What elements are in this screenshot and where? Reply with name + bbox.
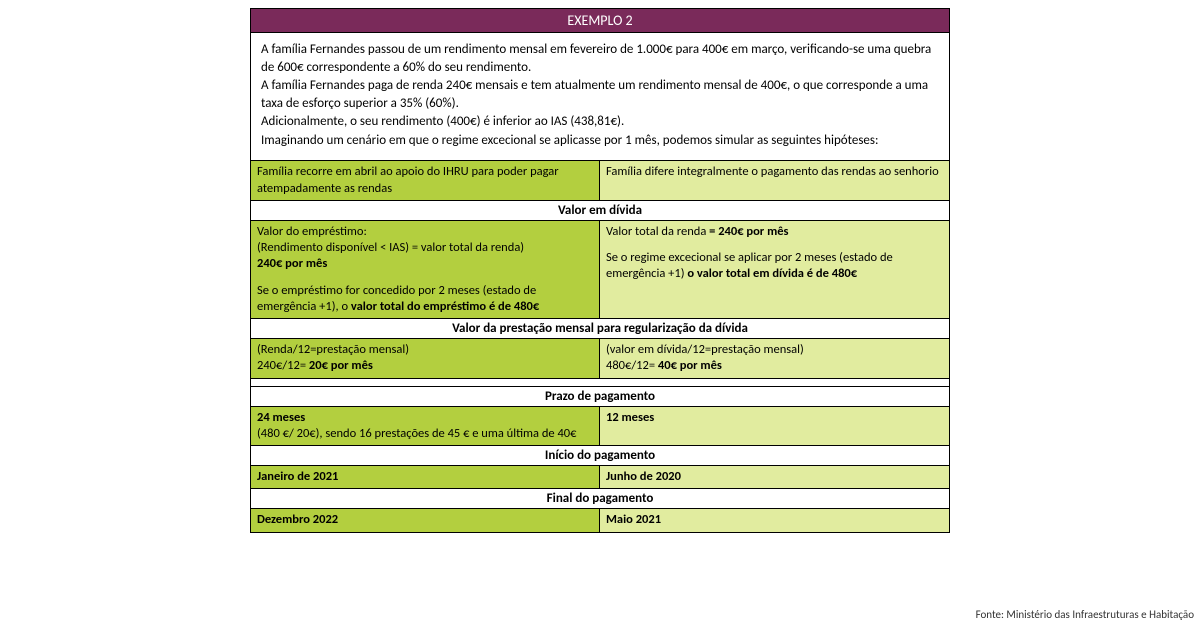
spacer	[257, 273, 593, 283]
scenario-row: Família recorre em abril ao apoio do IHR…	[251, 161, 949, 201]
installment-left-b1: 240€/12=	[257, 358, 309, 373]
example-table: EXEMPLO 2 A família Fernandes passou de …	[250, 8, 950, 533]
installment-left: (Renda/12=prestação mensal) 240€/12= 20€…	[251, 339, 600, 378]
installment-left-a: (Renda/12=prestação mensal)	[257, 342, 593, 358]
debt-right: Valor total da renda = 240€ por mês Se o…	[600, 221, 949, 318]
gap-1	[251, 379, 949, 387]
debt-left-l3: 240€ por mês	[257, 256, 593, 272]
end-right: Maio 2021	[600, 509, 949, 531]
source-text: Fonte: Ministério das Infraestruturas e …	[976, 608, 1194, 621]
start-row: Janeiro de 2021 Junho de 2020	[251, 466, 949, 489]
end-row: Dezembro 2022 Maio 2021	[251, 509, 949, 531]
debt-left-l4: Se o empréstimo for concedido por 2 mese…	[257, 283, 593, 316]
spacer	[606, 240, 943, 250]
start-left: Janeiro de 2021	[251, 466, 600, 488]
debt-right-l2b: o valor total em dívida é de 480€	[687, 266, 857, 281]
start-right: Junho de 2020	[600, 466, 949, 488]
debt-left-l1: Valor do empréstimo:	[257, 224, 593, 240]
term-right-a: 12 meses	[606, 410, 943, 426]
installment-left-b: 240€/12= 20€ por mês	[257, 358, 593, 374]
debt-left-l2: (Rendimento disponível < IAS) = valor to…	[257, 240, 593, 256]
section-term: Prazo de pagamento	[251, 387, 949, 407]
end-left: Dezembro 2022	[251, 509, 600, 531]
term-row: 24 meses (480 €/ 20€), sendo 16 prestaçõ…	[251, 407, 949, 447]
debt-left-l4b: valor total do empréstimo é de 480€	[351, 299, 539, 314]
section-end: Final do pagamento	[251, 489, 949, 509]
scenario-right: Família difere integralmente o pagamento…	[600, 161, 949, 200]
term-left-a: 24 meses	[257, 410, 593, 426]
intro-text: A família Fernandes passou de um rendime…	[251, 33, 949, 161]
term-right: 12 meses	[600, 407, 949, 446]
section-start: Início do pagamento	[251, 446, 949, 466]
term-left-b: (480 €/ 20€), sendo 16 prestações de 45 …	[257, 426, 593, 442]
debt-row: Valor do empréstimo: (Rendimento disponí…	[251, 221, 949, 319]
term-left: 24 meses (480 €/ 20€), sendo 16 prestaçõ…	[251, 407, 600, 446]
intro-p3: Adicionalmente, o seu rendimento (400€) …	[261, 113, 939, 131]
installment-right-b1: 480€/12=	[606, 358, 658, 373]
installment-right: (valor em dívida/12=prestação mensal) 48…	[600, 339, 949, 378]
installment-right-a: (valor em dívida/12=prestação mensal)	[606, 342, 943, 358]
intro-p4: Imaginando um cenário em que o regime ex…	[261, 132, 939, 150]
installment-right-b2: 40€ por mês	[658, 358, 722, 373]
debt-right-l1b: = 240€ por mês	[709, 224, 788, 239]
debt-left: Valor do empréstimo: (Rendimento disponí…	[251, 221, 600, 318]
debt-right-l1: Valor total da renda = 240€ por mês	[606, 224, 943, 240]
scenario-left: Família recorre em abril ao apoio do IHR…	[251, 161, 600, 200]
installment-row: (Renda/12=prestação mensal) 240€/12= 20€…	[251, 339, 949, 379]
installment-left-b2: 20€ por mês	[309, 358, 373, 373]
debt-right-l1a: Valor total da renda	[606, 224, 709, 239]
section-debt: Valor em dívida	[251, 201, 949, 221]
example-header: EXEMPLO 2	[251, 9, 949, 33]
installment-right-b: 480€/12= 40€ por mês	[606, 358, 943, 374]
section-installment: Valor da prestação mensal para regulariz…	[251, 319, 949, 339]
debt-right-l2: Se o regime excecional se aplicar por 2 …	[606, 250, 943, 283]
intro-p2: A família Fernandes paga de renda 240€ m…	[261, 77, 939, 112]
intro-p1: A família Fernandes passou de um rendime…	[261, 41, 939, 76]
